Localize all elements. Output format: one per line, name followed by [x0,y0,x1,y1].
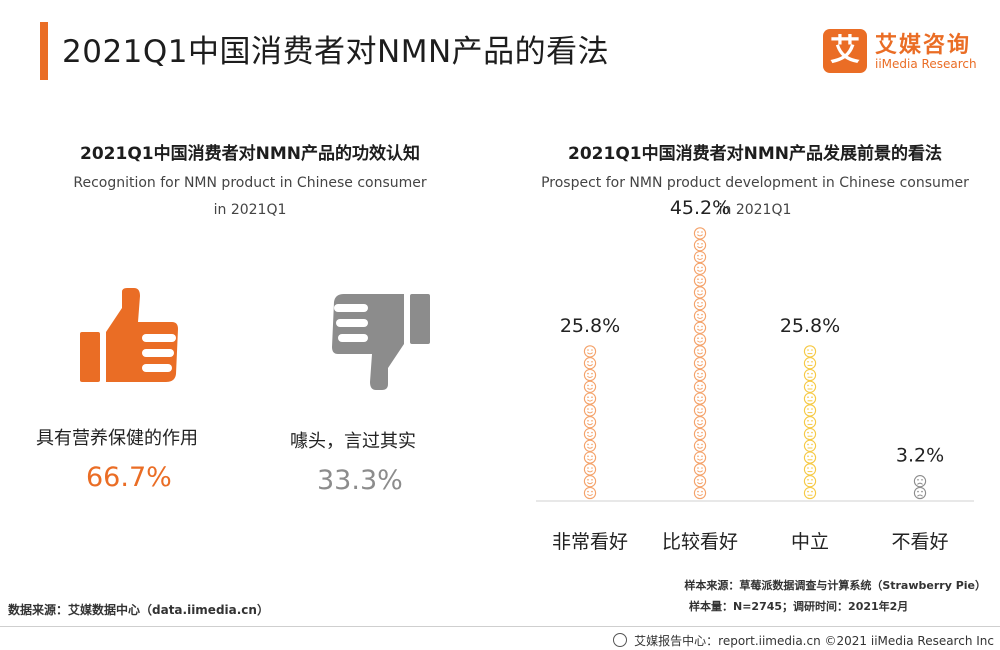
logo-cn-text: 艾媒咨询 [875,33,972,58]
recognition-value-effective: 66.7% [86,462,172,493]
happy-face-icon [583,345,597,358]
right-subtitle-line1: Prospect for NMN product development in … [541,175,969,191]
recognition-value-gimmick: 33.3% [317,465,403,496]
data-source: 数据来源：艾媒数据中心（data.iimedia.cn） [8,603,269,617]
happy-face-icon [583,380,597,393]
happy-face-icon [693,475,707,488]
recognition-label-gimmick: 噱头，言过其实 [290,431,416,452]
happy-face-icon [693,250,707,264]
neutral-face-icon [803,475,817,488]
neutral-face-icon [803,486,817,500]
bar-1 [583,345,597,500]
bar-2 [693,227,707,500]
happy-face-icon [583,404,597,417]
happy-face-icon [583,357,597,370]
category-label: 不看好 [891,531,948,553]
happy-face-icon [693,345,707,358]
happy-face-icon [583,463,597,476]
bar-3 [803,345,817,500]
bar-4 [913,475,927,500]
happy-face-icon [693,309,707,323]
left-subtitle-line2: in 2021Q1 [213,202,287,218]
thumbs-down-icon [332,294,430,390]
happy-face-icon [693,404,707,417]
iimedia-logo: 艾 艾媒咨询 iiMedia Research [823,27,983,77]
happy-face-icon [583,427,597,441]
footer-credit: 艾媒报告中心：report.iimedia.cn ©2021 iiMedia R… [613,632,994,649]
page-title: 2021Q1中国消费者对NMN产品的看法 [62,34,610,70]
happy-face-icon [693,321,707,334]
happy-face-icon [583,451,597,464]
neutral-face-icon [803,345,817,358]
neutral-face-icon [803,368,817,382]
globe-icon [613,633,628,647]
happy-face-icon [693,486,707,500]
happy-face-icon [693,439,707,452]
neutral-face-icon [803,357,817,370]
logo-mark: 艾 [823,29,867,73]
neutral-face-icon [803,404,817,417]
happy-face-icon [693,357,707,370]
neutral-face-icon [803,380,817,393]
logo-en-text: iiMedia Research [875,57,977,71]
sample-source-note: 样本来源：草莓派数据调查与计算系统（Strawberry Pie） [684,579,986,592]
sample-size-note: 样本量：N=2745；调研时间：2021年2月 [689,600,909,613]
happy-face-icon [693,451,707,464]
happy-face-icon [693,427,707,441]
happy-face-icon [693,262,707,275]
happy-face-icon [693,274,707,287]
category-label: 非常看好 [552,531,628,553]
sad-face-icon [913,486,927,500]
neutral-face-icon [803,463,817,476]
neutral-face-icon [803,451,817,464]
neutral-face-icon [803,416,817,429]
happy-face-icon [693,286,707,299]
thumbs-up-icon [80,288,178,382]
happy-face-icon [693,380,707,393]
data-label: 25.8% [560,315,620,337]
footer-divider [0,626,1000,627]
data-label: 25.8% [780,315,840,337]
recognition-label-effective: 具有营养保健的作用 [36,428,198,449]
happy-face-icon [583,486,597,500]
sad-face-icon [913,475,927,488]
happy-face-icon [693,416,707,429]
happy-face-icon [583,439,597,452]
left-chart-title: 2021Q1中国消费者对NMN产品的功效认知 [80,144,420,164]
right-chart-title: 2021Q1中国消费者对NMN产品发展前景的看法 [568,144,942,164]
neutral-face-icon [803,427,817,441]
category-label: 中立 [791,531,829,553]
data-label: 3.2% [896,445,944,467]
happy-face-icon [693,463,707,476]
left-chart-subtitle: Recognition for NMN product in Chinese c… [20,170,480,224]
neutral-face-icon [803,439,817,452]
happy-face-icon [583,392,597,405]
right-chart-subtitle: Prospect for NMN product development in … [505,170,1000,224]
happy-face-icon [693,333,707,346]
right-subtitle-line2: in 2021Q1 [718,202,792,218]
footer-credit-text: 艾媒报告中心：report.iimedia.cn ©2021 iiMedia R… [634,634,994,648]
neutral-face-icon [803,392,817,405]
happy-face-icon [583,416,597,429]
happy-face-icon [693,368,707,382]
left-subtitle-line1: Recognition for NMN product in Chinese c… [73,175,427,191]
happy-face-icon [693,298,707,311]
happy-face-icon [583,368,597,382]
happy-face-icon [693,227,707,240]
happy-face-icon [693,239,707,252]
happy-face-icon [583,475,597,488]
category-label: 比较看好 [662,531,738,553]
happy-face-icon [693,392,707,405]
title-accent-bar [40,22,48,80]
data-label: 45.2% [670,197,730,219]
